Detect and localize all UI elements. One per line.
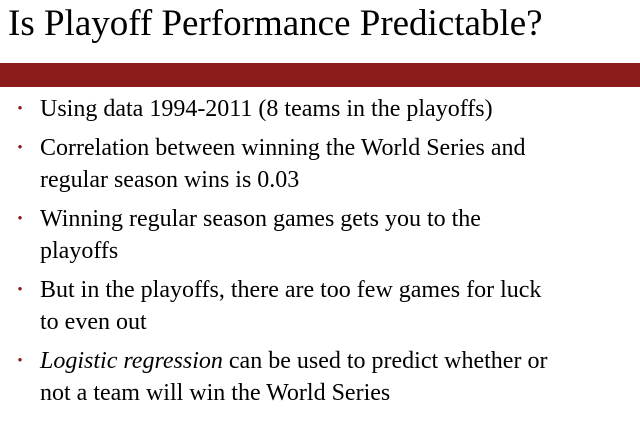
bullet-item-playoff-luck: • But in the playoffs, there are too few…	[0, 274, 640, 338]
bullet-text-emphasis: Logistic regression	[40, 348, 223, 374]
bullet-item-data-range: • Using data 1994-2011 (8 teams in the p…	[0, 93, 640, 125]
bullet-text-line2: to even out	[40, 309, 147, 335]
title-accent-bar	[0, 63, 640, 87]
bullet-icon: •	[17, 282, 23, 298]
bullet-icon: •	[17, 353, 23, 369]
bullet-text-line2: not a team will win the World Series	[40, 380, 391, 406]
bullet-icon: •	[17, 140, 23, 156]
bullet-text-line1: Winning regular season games gets you to…	[40, 206, 481, 232]
slide-title: Is Playoff Performance Predictable?	[8, 3, 543, 44]
bullet-text-line2: regular season wins is 0.03	[40, 167, 300, 193]
bullet-text-line1: But in the playoffs, there are too few g…	[40, 277, 542, 303]
bullet-text: Using data 1994-2011 (8 teams in the pla…	[40, 96, 493, 122]
bullet-item-correlation: • Correlation between winning the World …	[0, 132, 640, 196]
bullet-text-line1: Correlation between winning the World Se…	[40, 135, 526, 161]
bullet-item-regular-season: • Winning regular season games gets you …	[0, 203, 640, 267]
bullet-text-line2: playoffs	[40, 238, 119, 264]
bullet-list: • Using data 1994-2011 (8 teams in the p…	[0, 93, 640, 416]
bullet-icon: •	[17, 101, 23, 117]
bullet-text-line1-rest: can be used to predict whether or	[222, 348, 548, 374]
bullet-item-logistic-regression: • Logistic regression can be used to pre…	[0, 345, 640, 409]
bullet-icon: •	[17, 211, 23, 227]
